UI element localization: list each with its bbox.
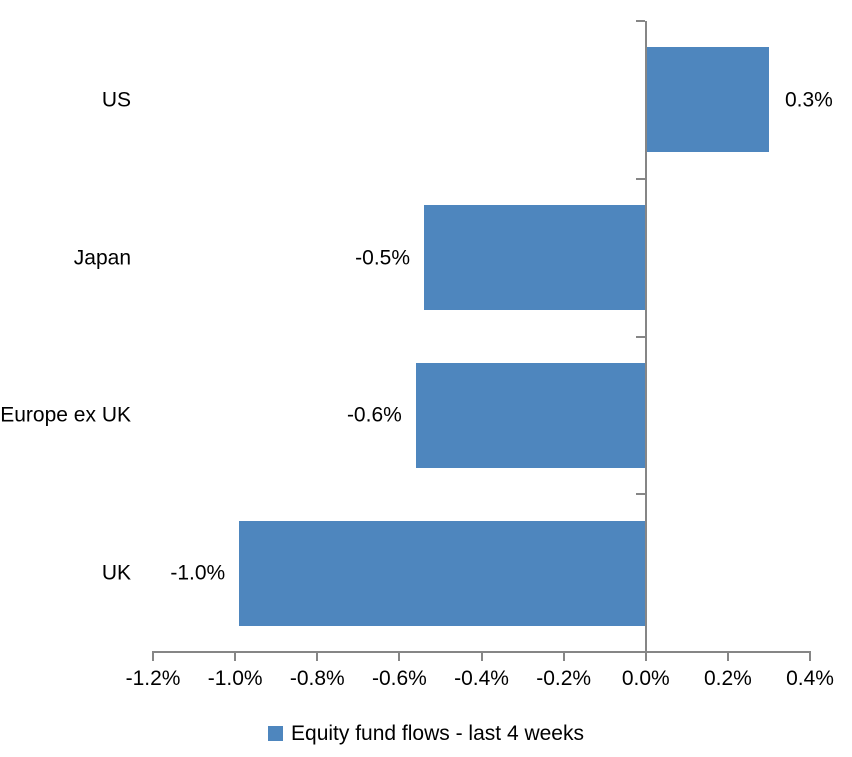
value-label-us: 0.3%	[784, 88, 833, 112]
x-axis-tick-label: 0.2%	[703, 667, 752, 690]
x-axis-tick	[809, 652, 811, 661]
x-axis-tick-label: -0.4%	[454, 667, 509, 690]
x-axis-tick	[234, 652, 237, 661]
category-label-uk: UK	[101, 561, 131, 585]
x-axis-tick-label: 0.4%	[786, 667, 834, 690]
y-axis-tick	[635, 20, 645, 22]
value-label-uk: -1.0%	[170, 561, 226, 585]
legend-marker-square	[268, 725, 284, 741]
x-axis-tick	[480, 652, 483, 661]
value-label-japan: -0.5%	[355, 246, 410, 270]
bar-uk	[239, 520, 646, 626]
category-label-japan: Japan	[73, 246, 131, 270]
y-axis-tick	[635, 335, 645, 338]
x-axis-tick	[398, 652, 401, 661]
x-axis-tick	[644, 652, 647, 661]
x-axis-tick-label: -0.2%	[536, 667, 592, 690]
bar-us	[645, 47, 769, 153]
category-label-europe-ex-uk: Europe ex UK	[0, 403, 131, 427]
x-axis-tick-label: -1.2%	[125, 667, 181, 690]
bar-europe-ex-uk	[415, 362, 646, 468]
legend: Equity fund flows - last 4 weeks	[0, 721, 852, 745]
x-axis-tick-label: -0.6%	[371, 667, 427, 690]
x-axis-tick	[316, 652, 319, 661]
y-axis-zero-line	[644, 21, 647, 653]
value-label-europe-ex-uk: -0.6%	[346, 403, 402, 427]
x-axis-tick	[562, 652, 565, 661]
bar-japan	[424, 205, 646, 311]
legend-label: Equity fund flows - last 4 weeks	[291, 721, 584, 745]
x-axis-line	[152, 651, 811, 653]
x-axis-tick	[152, 652, 154, 661]
y-axis-tick	[635, 177, 645, 180]
x-axis-tick	[726, 652, 729, 661]
x-axis-tick-label: 0.0%	[621, 667, 670, 690]
x-axis-tick-label: -1.0%	[207, 667, 263, 690]
x-axis-tick-label: -0.8%	[289, 667, 345, 690]
y-axis-tick	[635, 493, 645, 496]
category-label-us: US	[101, 88, 131, 112]
